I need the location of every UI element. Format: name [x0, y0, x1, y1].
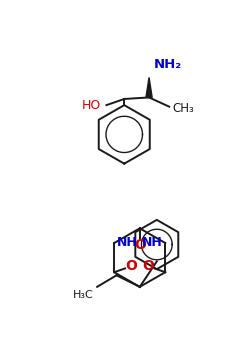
Text: H₃C: H₃C: [73, 290, 94, 300]
Text: NH₂: NH₂: [154, 58, 182, 71]
Text: NH: NH: [142, 237, 162, 250]
Polygon shape: [146, 77, 152, 97]
Text: CH₃: CH₃: [172, 102, 194, 115]
Text: HO: HO: [82, 99, 101, 112]
Text: O: O: [142, 259, 154, 273]
Text: O: O: [134, 238, 146, 252]
Text: O: O: [125, 259, 137, 273]
Text: NH: NH: [117, 237, 138, 250]
